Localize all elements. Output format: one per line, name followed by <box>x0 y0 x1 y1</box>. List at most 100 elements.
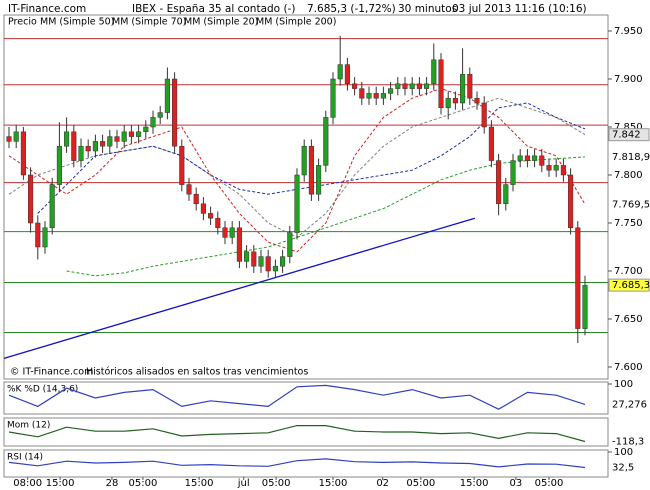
candle-body <box>121 131 127 142</box>
candle-body <box>172 78 178 147</box>
candle-body <box>136 131 142 137</box>
candle-body <box>157 112 163 118</box>
x-tick-label: 05:00 <box>262 478 291 489</box>
x-tick-label: 15:00 <box>46 478 75 489</box>
moving-average <box>66 156 586 277</box>
candle-body <box>532 155 538 161</box>
candle-body <box>575 227 581 329</box>
candle-body <box>438 59 444 109</box>
x-tick-label: 15:00 <box>185 478 214 489</box>
candle-body <box>179 145 185 185</box>
legend-entry: MM (Simple 20) <box>184 17 258 28</box>
candle-body <box>524 155 530 161</box>
candle-body <box>337 64 343 80</box>
legend-entry: MM (Simple 70) <box>112 17 186 28</box>
candle-body <box>42 227 48 248</box>
indicator-tag: -118,3 <box>612 436 644 447</box>
candle-body <box>402 83 408 89</box>
candle-body <box>100 141 106 147</box>
candle-body <box>373 93 379 99</box>
indicator-line <box>8 384 586 410</box>
candle-body <box>186 184 192 195</box>
candle-body <box>78 145 84 161</box>
candle-body <box>258 256 264 267</box>
candle-body <box>107 136 113 147</box>
candle-body <box>409 83 415 89</box>
candle-body <box>431 59 437 85</box>
x-tick-label: 05:00 <box>406 478 435 489</box>
candle-body <box>287 232 293 257</box>
instrument: IBEX - España 35 al contado (-) <box>132 3 295 15</box>
x-tick-label: 08:00 <box>13 478 42 489</box>
candle-body <box>496 160 502 205</box>
candle-body <box>488 126 494 161</box>
indicator-line <box>8 425 586 443</box>
candle-body <box>114 136 120 142</box>
candle-body <box>49 184 55 229</box>
candle-body <box>503 184 509 205</box>
y-tick-label: 100 <box>614 447 633 458</box>
candle-body <box>229 227 235 238</box>
candle-body <box>424 83 430 89</box>
price-tag <box>609 150 649 163</box>
candle-body <box>6 136 12 142</box>
candle-body <box>560 165 566 176</box>
x-tick-label: 05:00 <box>129 478 158 489</box>
candle-body <box>344 64 350 85</box>
candle-body <box>193 193 199 205</box>
indicator-name: Mom (12) <box>7 421 50 431</box>
legend-entry: MM (Simple 200) <box>256 17 336 28</box>
candle-body <box>215 217 221 229</box>
candle-body <box>200 203 206 214</box>
candle-body <box>236 227 242 262</box>
candle-body <box>316 165 322 195</box>
datetime: 03 jul 2013 11:16 (10:16) <box>452 3 587 15</box>
price-tag-label: 7.842 <box>612 130 641 141</box>
candle-body <box>359 88 365 99</box>
moving-average <box>8 88 586 253</box>
candle-body <box>208 213 214 219</box>
indicator-name: RSI (14) <box>7 453 43 463</box>
candle-body <box>388 88 394 94</box>
candle-body <box>445 97 451 109</box>
candle-body <box>150 117 156 128</box>
indicator-frame <box>3 449 609 478</box>
y-tick-label: 7.850 <box>614 122 643 133</box>
legend-entry: MM (Simple 50) <box>40 17 114 28</box>
x-tick-label: 15:00 <box>319 478 348 489</box>
candle-body <box>452 97 458 104</box>
indicator-name: %K %D (14,3,6) <box>7 385 78 395</box>
candle-body <box>510 160 516 185</box>
x-tick-label: 28 <box>106 478 119 489</box>
candle-body <box>352 83 358 89</box>
x-tick-label: 02 <box>376 478 389 489</box>
candle-body <box>294 174 300 233</box>
indicator-line <box>8 458 586 469</box>
candle-body <box>244 251 250 262</box>
candle-body <box>517 155 523 161</box>
last-price: 7.685,3 (-1,72%) <box>307 3 396 15</box>
candle-body <box>222 227 228 238</box>
candle-body <box>71 131 77 161</box>
legend-prefix: Precio <box>8 17 37 28</box>
candle-body <box>481 102 487 128</box>
candle-body <box>56 145 62 185</box>
x-tick-label: 15:00 <box>460 478 489 489</box>
candle-body <box>467 73 473 99</box>
y-tick-label: 7.700 <box>614 266 643 277</box>
candle-body <box>460 73 466 104</box>
candle-body <box>85 145 91 152</box>
trendline <box>3 217 476 359</box>
candle-body <box>330 78 336 118</box>
x-tick-label: jul <box>237 478 250 489</box>
candle-body <box>272 265 278 272</box>
y-tick-label: 100 <box>614 379 633 390</box>
candle-body <box>128 131 134 137</box>
price-tag <box>608 128 650 142</box>
indicator-frame <box>3 417 609 447</box>
candle-body <box>395 83 401 89</box>
y-tick-label: 7.750 <box>614 218 643 229</box>
candle-body <box>366 93 372 99</box>
candle-body <box>380 93 386 99</box>
